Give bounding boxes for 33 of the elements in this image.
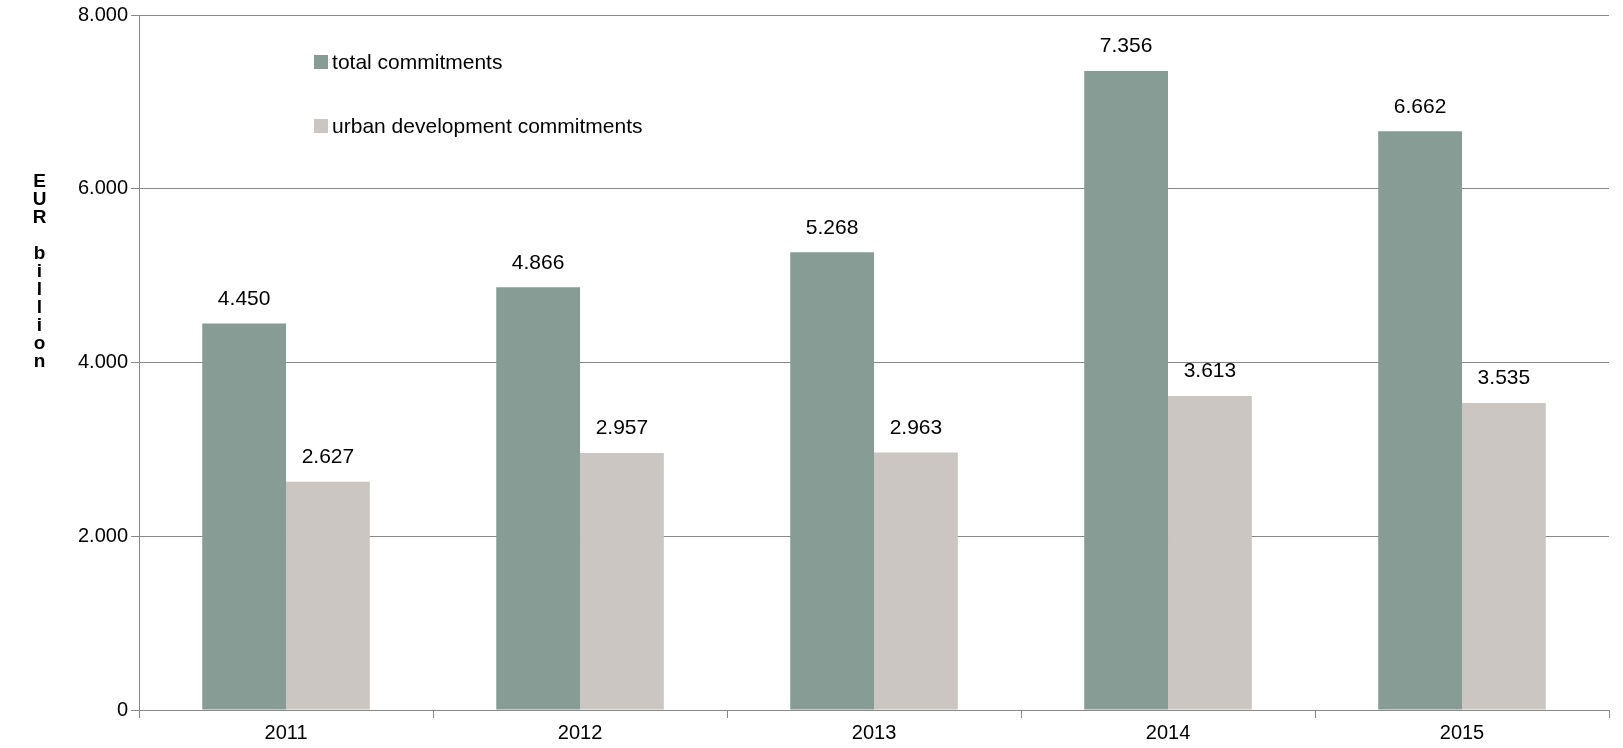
data-label: 2.957 [595,415,649,439]
bar [1084,70,1169,710]
bar [286,481,370,710]
bar [1168,396,1252,710]
bar [1378,131,1463,710]
y-tick-label: 4.000 [77,350,129,373]
data-label: 2.627 [301,444,355,468]
bar [1462,402,1546,710]
data-label: 7.356 [1099,33,1153,57]
x-tick-label: 2011 [264,720,308,743]
y-tick-label: 6.000 [77,176,129,199]
y-axis-title: EUR billion [28,170,50,368]
data-label: 4.866 [511,249,565,273]
data-label: 4.450 [217,285,271,309]
data-label: 3.535 [1477,365,1531,389]
data-label: 6.662 [1393,93,1447,117]
bar [496,287,581,710]
x-tick-label: 2013 [851,720,897,743]
bar [202,323,287,710]
bar [580,453,664,710]
bar [790,252,875,710]
data-label: 2.963 [889,414,943,438]
legend-label: total commitments [332,50,503,74]
y-tick-label: 2.000 [77,523,129,546]
y-tick-label: 8.000 [77,2,129,25]
x-tick-label: 2012 [557,720,603,743]
data-label: 3.613 [1183,358,1237,382]
y-tick-label: 0 [116,697,129,720]
x-tick-label: 2014 [1145,720,1191,743]
legend-label: urban development commitments [332,114,643,138]
bar [874,452,958,710]
data-label: 5.268 [805,214,859,238]
x-tick-label: 2015 [1439,720,1485,743]
